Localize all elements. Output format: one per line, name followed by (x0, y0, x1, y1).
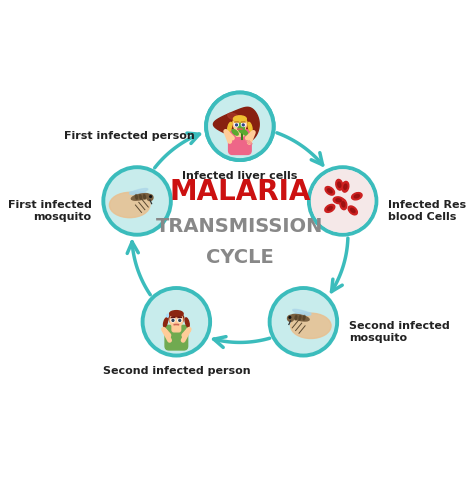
Ellipse shape (248, 122, 252, 132)
Ellipse shape (109, 192, 150, 218)
Circle shape (103, 167, 171, 235)
Circle shape (270, 288, 337, 356)
Ellipse shape (342, 182, 349, 192)
Ellipse shape (292, 312, 311, 316)
Circle shape (236, 124, 237, 126)
Text: MALARIA: MALARIA (169, 178, 310, 206)
Ellipse shape (336, 180, 343, 190)
Ellipse shape (291, 313, 331, 339)
FancyBboxPatch shape (165, 325, 188, 350)
Text: TRANSMISSION: TRANSMISSION (156, 217, 324, 236)
Ellipse shape (348, 206, 357, 215)
Circle shape (147, 195, 153, 201)
Text: Infected liver cells: Infected liver cells (182, 171, 298, 181)
Circle shape (178, 318, 182, 322)
Ellipse shape (328, 206, 332, 210)
Ellipse shape (170, 311, 183, 317)
Text: Second infected mosquito: Second infected mosquito (349, 321, 449, 343)
Ellipse shape (337, 182, 341, 187)
Ellipse shape (238, 122, 244, 133)
Circle shape (172, 320, 174, 322)
Ellipse shape (291, 314, 309, 321)
Circle shape (171, 318, 175, 322)
Ellipse shape (352, 193, 362, 200)
Circle shape (143, 288, 210, 356)
Ellipse shape (234, 118, 246, 132)
Text: First infected person: First infected person (64, 131, 194, 142)
Text: Second infected person: Second infected person (102, 366, 250, 376)
Ellipse shape (242, 130, 248, 135)
Ellipse shape (295, 315, 297, 320)
Circle shape (242, 124, 244, 126)
Circle shape (241, 123, 245, 126)
FancyBboxPatch shape (228, 130, 251, 155)
Circle shape (289, 317, 291, 318)
FancyBboxPatch shape (172, 325, 181, 332)
Circle shape (309, 167, 376, 235)
Ellipse shape (228, 122, 232, 132)
Ellipse shape (130, 188, 148, 195)
Ellipse shape (233, 117, 247, 129)
Ellipse shape (340, 199, 347, 210)
Ellipse shape (344, 184, 347, 189)
Circle shape (150, 196, 152, 198)
FancyBboxPatch shape (236, 129, 244, 136)
Polygon shape (213, 107, 259, 141)
Ellipse shape (299, 315, 301, 320)
Circle shape (288, 315, 293, 322)
Ellipse shape (325, 204, 335, 212)
Circle shape (179, 320, 181, 322)
Ellipse shape (234, 116, 246, 122)
Text: CYCLE: CYCLE (206, 248, 274, 267)
Ellipse shape (167, 314, 168, 317)
Ellipse shape (144, 195, 146, 199)
Ellipse shape (232, 130, 238, 135)
Ellipse shape (325, 186, 335, 195)
Ellipse shape (351, 208, 355, 213)
Ellipse shape (135, 195, 137, 199)
Text: First infected mosquito: First infected mosquito (8, 200, 92, 222)
Ellipse shape (169, 312, 184, 325)
Circle shape (311, 170, 374, 232)
Ellipse shape (228, 113, 240, 121)
Ellipse shape (342, 202, 345, 207)
Ellipse shape (131, 194, 150, 200)
Ellipse shape (170, 313, 183, 327)
Circle shape (235, 123, 238, 126)
Ellipse shape (354, 195, 359, 198)
Text: Infected Res blood Cells: Infected Res blood Cells (388, 200, 466, 222)
Ellipse shape (328, 189, 332, 193)
Ellipse shape (333, 197, 344, 203)
Ellipse shape (303, 315, 305, 320)
Ellipse shape (164, 318, 168, 327)
Circle shape (206, 93, 273, 160)
Ellipse shape (139, 195, 142, 199)
Ellipse shape (336, 199, 341, 202)
Ellipse shape (129, 191, 148, 196)
Ellipse shape (293, 309, 310, 315)
Ellipse shape (185, 318, 189, 327)
Circle shape (206, 93, 273, 160)
